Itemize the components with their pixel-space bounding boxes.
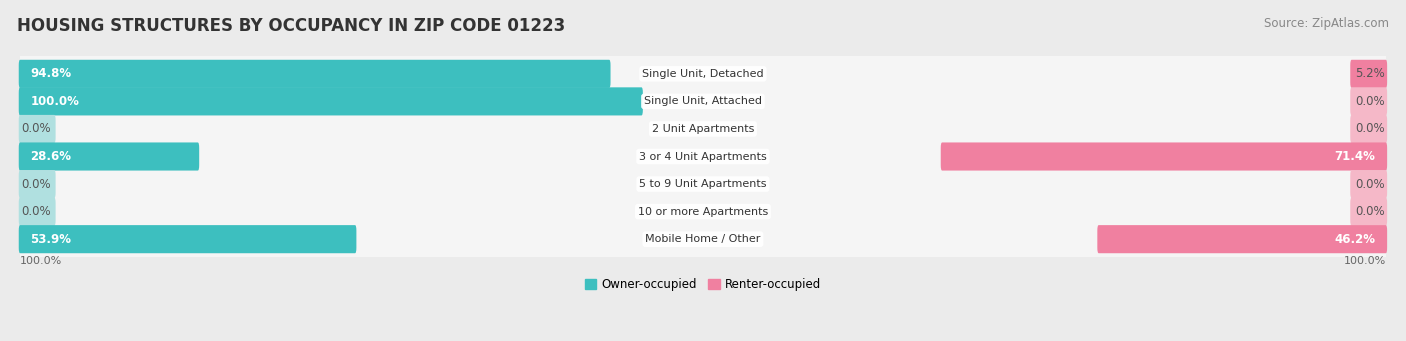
Text: 94.8%: 94.8%	[31, 67, 72, 80]
Text: HOUSING STRUCTURES BY OCCUPANCY IN ZIP CODE 01223: HOUSING STRUCTURES BY OCCUPANCY IN ZIP C…	[17, 17, 565, 35]
Text: 0.0%: 0.0%	[1355, 122, 1385, 135]
FancyBboxPatch shape	[1350, 197, 1388, 226]
Legend: Owner-occupied, Renter-occupied: Owner-occupied, Renter-occupied	[579, 273, 825, 295]
Text: 71.4%: 71.4%	[1334, 150, 1375, 163]
Text: 53.9%: 53.9%	[31, 233, 72, 246]
FancyBboxPatch shape	[18, 115, 56, 143]
FancyBboxPatch shape	[18, 143, 200, 170]
FancyBboxPatch shape	[18, 60, 610, 88]
Text: 0.0%: 0.0%	[21, 178, 51, 191]
FancyBboxPatch shape	[18, 189, 1388, 234]
Text: 0.0%: 0.0%	[1355, 95, 1385, 108]
FancyBboxPatch shape	[1097, 225, 1388, 253]
FancyBboxPatch shape	[18, 225, 356, 253]
FancyBboxPatch shape	[1350, 87, 1388, 116]
Text: 0.0%: 0.0%	[21, 122, 51, 135]
Text: 0.0%: 0.0%	[21, 205, 51, 218]
Text: 10 or more Apartments: 10 or more Apartments	[638, 207, 768, 217]
FancyBboxPatch shape	[18, 87, 643, 116]
FancyBboxPatch shape	[18, 161, 1388, 207]
FancyBboxPatch shape	[18, 170, 56, 198]
Text: 100.0%: 100.0%	[20, 256, 62, 266]
Text: 2 Unit Apartments: 2 Unit Apartments	[652, 124, 754, 134]
Text: 100.0%: 100.0%	[31, 95, 79, 108]
FancyBboxPatch shape	[941, 143, 1388, 170]
Text: 0.0%: 0.0%	[1355, 205, 1385, 218]
FancyBboxPatch shape	[18, 78, 1388, 124]
Text: 0.0%: 0.0%	[1355, 178, 1385, 191]
Text: Single Unit, Attached: Single Unit, Attached	[644, 97, 762, 106]
FancyBboxPatch shape	[18, 51, 1388, 97]
Text: Single Unit, Detached: Single Unit, Detached	[643, 69, 763, 79]
Text: 5 to 9 Unit Apartments: 5 to 9 Unit Apartments	[640, 179, 766, 189]
Text: 46.2%: 46.2%	[1334, 233, 1375, 246]
FancyBboxPatch shape	[18, 197, 56, 226]
FancyBboxPatch shape	[18, 217, 1388, 262]
Text: Mobile Home / Other: Mobile Home / Other	[645, 234, 761, 244]
Text: 3 or 4 Unit Apartments: 3 or 4 Unit Apartments	[640, 151, 766, 162]
FancyBboxPatch shape	[18, 134, 1388, 179]
FancyBboxPatch shape	[1350, 115, 1388, 143]
FancyBboxPatch shape	[1350, 60, 1388, 88]
FancyBboxPatch shape	[1350, 170, 1388, 198]
Text: 100.0%: 100.0%	[1344, 256, 1386, 266]
Text: 5.2%: 5.2%	[1355, 67, 1385, 80]
Text: 28.6%: 28.6%	[31, 150, 72, 163]
Text: Source: ZipAtlas.com: Source: ZipAtlas.com	[1264, 17, 1389, 30]
FancyBboxPatch shape	[18, 106, 1388, 152]
